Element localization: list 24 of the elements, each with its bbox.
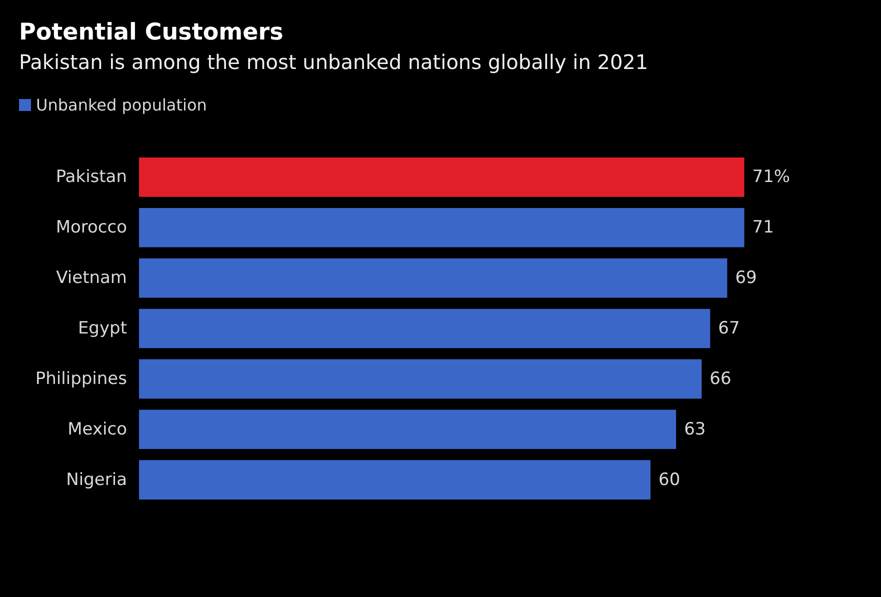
data-label: 71% xyxy=(752,167,790,188)
data-label: 69 xyxy=(735,268,757,288)
bar xyxy=(139,410,676,450)
data-label: 66 xyxy=(710,368,732,389)
bar xyxy=(139,258,728,298)
bar xyxy=(139,158,744,197)
y-tick-label: Pakistan xyxy=(56,167,127,188)
chart-title: Potential Customers xyxy=(19,20,284,46)
bar xyxy=(139,359,702,399)
legend-label: Unbanked population xyxy=(36,96,207,114)
data-label: 63 xyxy=(684,419,706,440)
y-tick-label: Morocco xyxy=(56,218,127,238)
bar xyxy=(139,460,650,500)
y-tick-label: Nigeria xyxy=(66,470,127,490)
data-label: 67 xyxy=(718,318,740,338)
y-tick-label: Vietnam xyxy=(56,268,127,288)
bar xyxy=(139,208,744,248)
data-label: 71 xyxy=(752,218,774,238)
y-tick-label: Egypt xyxy=(78,318,128,338)
chart-subtitle: Pakistan is among the most unbanked nations globally in 2021 xyxy=(19,50,648,74)
data-label: 60 xyxy=(658,470,680,490)
y-tick-label: Mexico xyxy=(68,419,127,440)
bar xyxy=(139,308,710,348)
y-tick-label: Philippines xyxy=(35,368,128,389)
